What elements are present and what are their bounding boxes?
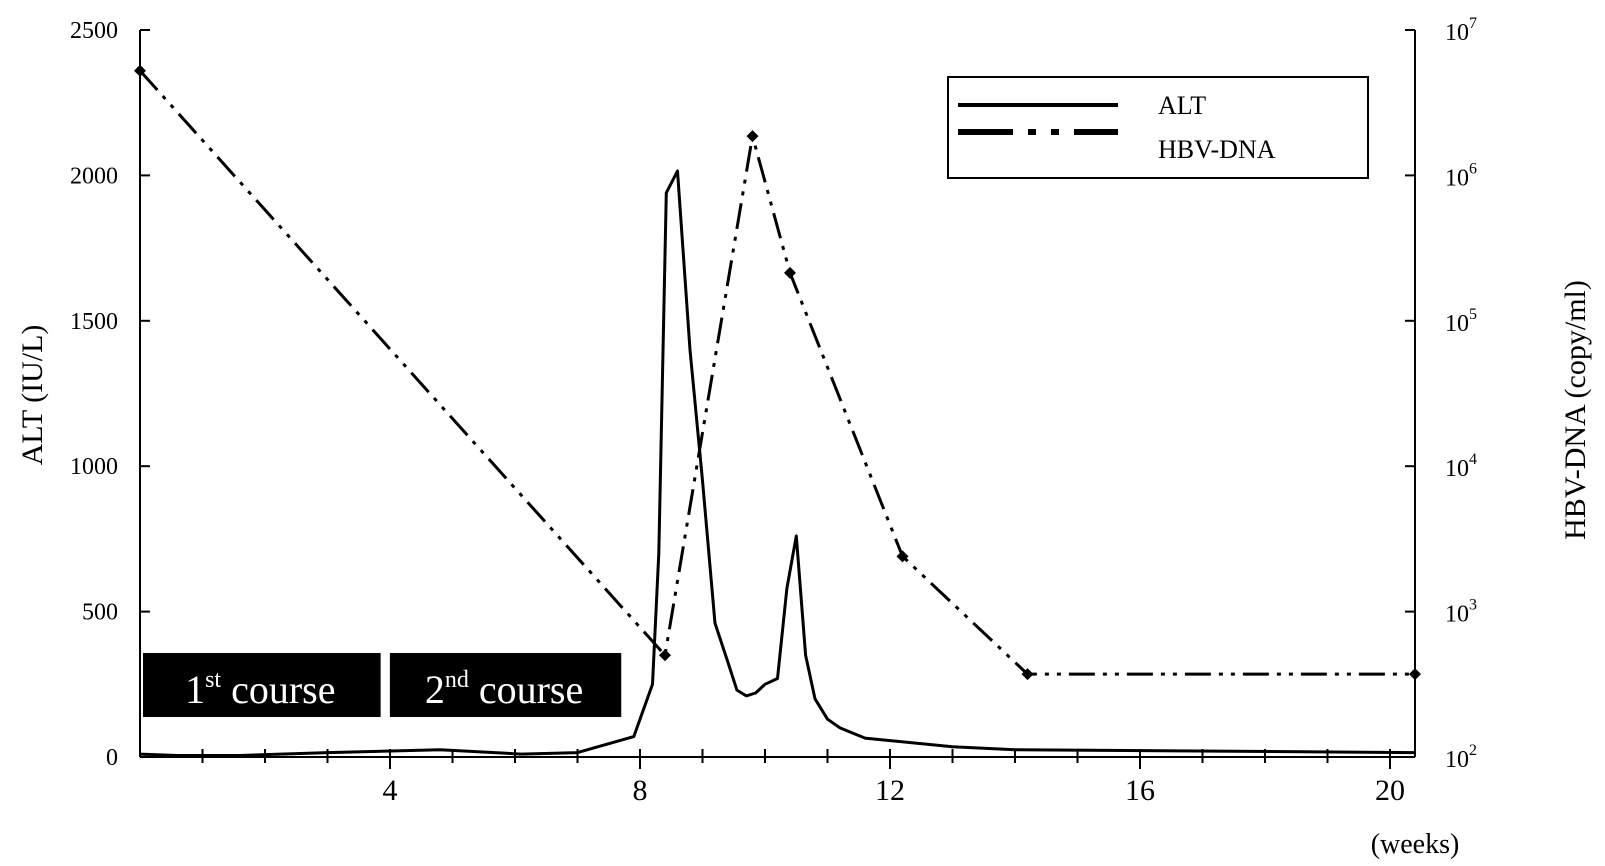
x-axis-unit: (weeks) [1371, 829, 1460, 860]
legend: ALT HBV-DNA [947, 76, 1369, 179]
y-left-tick-label: 0 [106, 745, 118, 771]
alt-line [139, 169, 1416, 757]
y-left-tick-label: 500 [82, 600, 118, 626]
course-label-number: 2 [425, 667, 445, 712]
y-right-tick-exponent: 6 [1469, 160, 1477, 177]
y-right-tick-base: 10 [1445, 602, 1469, 628]
x-tick-label: 12 [875, 774, 905, 807]
course-label-suffix: st [205, 667, 221, 693]
course-label-word: course [221, 667, 335, 712]
series-lines [134, 64, 1421, 757]
course-label: 1st course [185, 667, 335, 712]
course-bar [389, 653, 622, 717]
y-right-tick-base: 10 [1445, 165, 1469, 191]
y-right-tick-exponent: 3 [1469, 597, 1477, 614]
course-label-suffix: nd [445, 667, 469, 693]
y-right-tick-exponent: 4 [1469, 451, 1477, 468]
course-bars: 1st course 2nd course [143, 653, 622, 717]
y-left-tick-label: 2500 [70, 18, 118, 44]
course-label-word: course [469, 667, 583, 712]
y-right-tick-label: 104 [1445, 451, 1477, 482]
y-right-tick-exponent: 5 [1469, 306, 1477, 323]
course-bar [143, 653, 381, 717]
y-axis-right-title: HBV-DNA (copy/ml) [1559, 280, 1592, 540]
y-left-tick-label: 1500 [70, 309, 118, 335]
course-label-number: 1 [185, 667, 205, 712]
y-right-tick-base: 10 [1445, 747, 1469, 773]
y-left-tick-label: 1000 [70, 454, 118, 480]
hbv-dna-point [896, 550, 909, 563]
hbv-dna-point [746, 130, 759, 143]
y-right-tick-label: 102 [1445, 742, 1477, 773]
legend-hbv-label: HBV-DNA [1158, 135, 1276, 164]
hbv-dna-point [1021, 668, 1034, 681]
y-right-tick-label: 103 [1445, 597, 1477, 628]
y-axis-left-title: ALT (IU/L) [16, 325, 49, 466]
y-right-tick-exponent: 7 [1469, 15, 1477, 32]
x-tick-label: 20 [1375, 774, 1405, 807]
hbv-dna-point [659, 649, 671, 662]
legend-box [947, 76, 1369, 179]
x-tick-label: 16 [1125, 774, 1155, 807]
hbv-dna-point [134, 64, 146, 77]
y-left-tick-label: 2000 [70, 163, 118, 189]
hbv-dna-point [784, 266, 796, 279]
y-right-tick-base: 10 [1445, 311, 1469, 337]
y-right-tick-base: 10 [1445, 456, 1469, 482]
y-right-tick-label: 106 [1445, 160, 1477, 191]
y-right-tick-exponent: 2 [1469, 742, 1477, 759]
course-label: 2nd course [425, 667, 583, 712]
legend-alt-label: ALT [1158, 91, 1206, 120]
x-tick-label: 8 [633, 774, 648, 807]
y-right-tick-label: 107 [1445, 15, 1477, 46]
y-right-tick-base: 10 [1445, 20, 1469, 46]
hbv-dna-point [1409, 668, 1421, 681]
y-right-tick-label: 105 [1445, 306, 1477, 337]
x-tick-label: 4 [383, 774, 398, 807]
